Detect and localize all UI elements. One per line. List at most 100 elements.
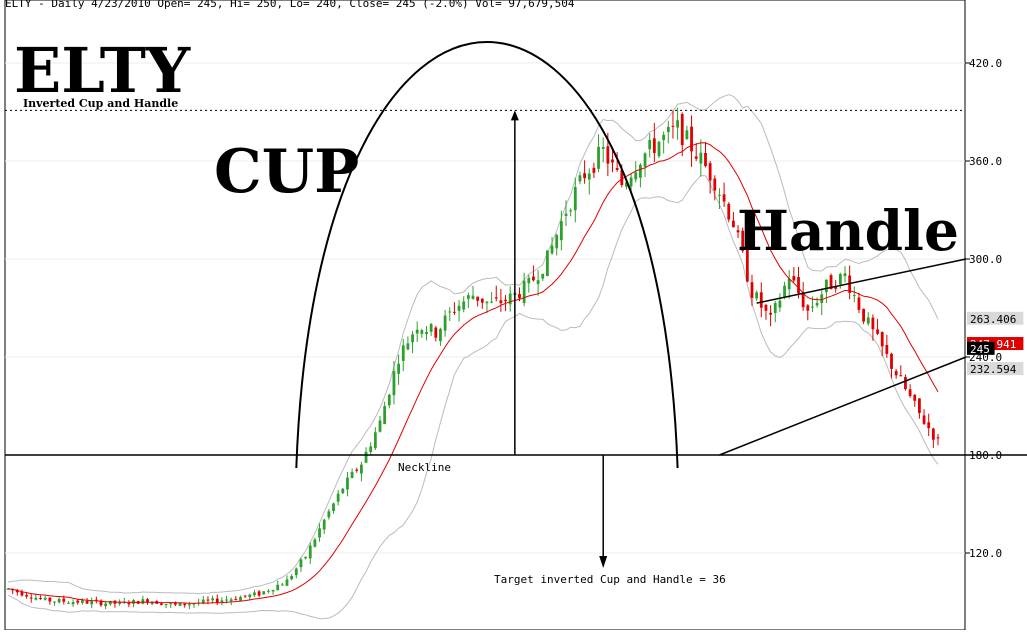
candle	[383, 401, 387, 425]
candle	[918, 398, 921, 419]
candle	[387, 393, 391, 409]
candle	[369, 442, 373, 455]
candle	[476, 296, 480, 307]
candle	[890, 352, 893, 379]
price-label-bg	[967, 311, 1024, 325]
candle	[694, 143, 698, 162]
candle-body	[569, 210, 573, 212]
candle-body	[476, 296, 480, 301]
candle-body	[141, 599, 145, 604]
handle-upper-line	[756, 258, 967, 304]
candle	[713, 175, 717, 201]
candle-body	[429, 323, 433, 332]
candle	[931, 427, 935, 448]
candle-body	[373, 432, 377, 449]
candle-body	[48, 597, 52, 602]
candle-body	[211, 598, 214, 601]
candle-body	[160, 603, 163, 605]
candle-body	[81, 600, 84, 603]
candle-body	[332, 503, 335, 511]
candle	[150, 600, 154, 606]
candle-body	[801, 292, 805, 308]
candle-body	[541, 273, 545, 279]
candle-body	[299, 559, 303, 568]
candle	[304, 556, 307, 560]
candle-body	[783, 285, 786, 298]
price-label: 232.594	[967, 362, 1024, 376]
handle-lower-line	[719, 356, 967, 456]
candle-body	[239, 596, 242, 601]
candle	[420, 328, 424, 338]
candle	[471, 286, 475, 300]
candle	[806, 304, 810, 321]
candle-body	[736, 230, 740, 233]
candle-body	[313, 539, 317, 547]
candle-body	[536, 280, 540, 284]
candle-body	[797, 277, 800, 294]
candle	[99, 599, 103, 607]
candle-body	[732, 220, 735, 228]
candle-body	[85, 600, 89, 604]
pattern-subtitle: Inverted Cup and Handle	[23, 97, 178, 110]
candle	[741, 227, 745, 253]
candle-body	[229, 599, 233, 601]
height-arrow-head	[510, 110, 519, 121]
candle	[592, 162, 596, 179]
candle-body	[611, 159, 614, 163]
candle-body	[927, 422, 931, 429]
candle-body	[634, 172, 638, 180]
candle-body	[745, 246, 749, 282]
candle-body	[550, 245, 554, 254]
candle	[634, 161, 638, 183]
candle-body	[99, 600, 103, 606]
candle-body	[666, 126, 670, 133]
candle-body	[829, 275, 833, 290]
candle-body	[629, 177, 633, 187]
candle	[276, 580, 280, 591]
candle-body	[434, 327, 438, 338]
candle-body	[276, 584, 280, 591]
candle	[536, 270, 540, 296]
candle-body	[876, 329, 879, 334]
bollinger-bands	[7, 93, 939, 620]
candle	[783, 281, 786, 300]
candle-body	[722, 194, 726, 202]
candle	[597, 134, 600, 173]
symbol-title: ELTY	[14, 34, 191, 107]
candle-body	[773, 303, 777, 313]
candle-body	[718, 194, 721, 196]
candle	[346, 471, 349, 497]
candle	[611, 148, 614, 173]
candle-body	[694, 156, 698, 159]
candle	[899, 365, 903, 377]
candle	[736, 225, 740, 239]
candle	[564, 200, 568, 227]
candle-body	[620, 170, 624, 186]
candle-body	[53, 601, 56, 603]
candle-body	[852, 295, 856, 297]
candle-body	[453, 311, 456, 313]
candle	[922, 409, 926, 425]
candle	[532, 265, 535, 282]
candle-body	[29, 597, 33, 599]
candle-body	[94, 599, 98, 601]
candle	[434, 325, 438, 342]
candle	[141, 595, 145, 605]
candle-body	[327, 511, 331, 518]
candle-body	[871, 317, 875, 330]
candle-body	[243, 595, 247, 597]
candle	[318, 523, 321, 542]
candle-body	[825, 279, 828, 293]
candle	[680, 112, 684, 157]
candle	[462, 296, 466, 313]
candle	[778, 293, 782, 312]
neckline-label: Neckline	[398, 461, 451, 474]
candle	[927, 413, 931, 437]
candle	[522, 272, 526, 307]
candle-body	[336, 493, 340, 502]
candle	[290, 574, 294, 581]
candle-body	[857, 297, 861, 310]
candle	[373, 427, 377, 451]
candle	[220, 597, 224, 606]
